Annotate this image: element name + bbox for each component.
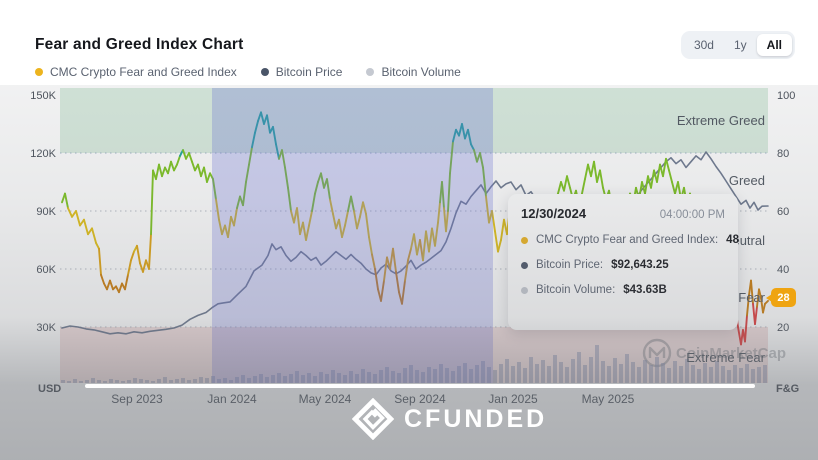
bitcoin-price-dot-icon — [521, 261, 528, 269]
range-1y-button[interactable]: 1y — [724, 34, 757, 56]
tooltip-row-bitcoin-volume: Bitcoin Volume: $43.63B — [521, 284, 725, 296]
fg-index-dot-icon — [521, 236, 528, 244]
current-fg-value-badge: 28 — [766, 288, 796, 307]
bitcoin-volume-dot-icon — [366, 68, 375, 76]
svg-text:May 2024: May 2024 — [299, 392, 352, 406]
tooltip-label: CMC Crypto Fear and Greed Index: — [536, 234, 719, 246]
svg-text:Fear: Fear — [738, 290, 765, 305]
svg-text:USD: USD — [38, 383, 61, 395]
tooltip-row-fg-index: CMC Crypto Fear and Greed Index: 48 — [521, 234, 739, 246]
legend-label: Bitcoin Volume — [381, 65, 461, 79]
bitcoin-price-dot-icon — [260, 68, 269, 76]
svg-text:Sep 2023: Sep 2023 — [111, 392, 163, 406]
tooltip-time: 04:00:00 PM — [659, 209, 725, 221]
tooltip-label: Bitcoin Volume: — [536, 284, 616, 296]
svg-text:100: 100 — [777, 90, 795, 102]
svg-text:90K: 90K — [36, 206, 56, 218]
tooltip-value: 48 — [726, 234, 739, 246]
tooltip-date: 12/30/2024 — [521, 206, 587, 221]
svg-text:150K: 150K — [30, 90, 56, 102]
selection-region[interactable] — [212, 88, 493, 383]
svg-text:Greed: Greed — [729, 173, 765, 188]
svg-text:Jan 2024: Jan 2024 — [207, 392, 257, 406]
tooltip-row-bitcoin-price: Bitcoin Price: $92,643.25 — [521, 259, 725, 271]
legend-item-bitcoin-price[interactable]: Bitcoin Price — [260, 65, 343, 79]
tooltip-value: $92,643.25 — [611, 259, 669, 271]
svg-text:120K: 120K — [30, 148, 56, 160]
range-all-button[interactable]: All — [756, 34, 792, 56]
svg-text:40: 40 — [777, 264, 789, 276]
legend-label: Bitcoin Price — [275, 65, 343, 79]
bitcoin-volume-dot-icon — [521, 286, 528, 294]
svg-text:F&G: F&G — [776, 383, 799, 395]
svg-text:60: 60 — [777, 206, 789, 218]
svg-text:30K: 30K — [36, 322, 56, 334]
legend-item-bitcoin-volume[interactable]: Bitcoin Volume — [366, 65, 461, 79]
chart-horizontal-scrollbar[interactable] — [85, 384, 755, 388]
cfunded-logo-text: CFUNDED — [404, 404, 548, 433]
svg-text:Extreme Fear: Extreme Fear — [686, 350, 765, 365]
cfunded-watermark: CFUNDED — [352, 398, 547, 440]
chart-header: Fear and Greed Index Chart 30d 1y All CM… — [0, 0, 818, 85]
tooltip-label: Bitcoin Price: — [536, 259, 604, 271]
legend-item-fg-index[interactable]: CMC Crypto Fear and Greed Index — [35, 65, 237, 79]
range-30d-button[interactable]: 30d — [684, 34, 724, 56]
svg-text:20: 20 — [777, 322, 789, 334]
fg-index-dot-icon — [35, 68, 43, 76]
tooltip-value: $43.63B — [623, 284, 667, 296]
range-selector: 30d 1y All — [680, 31, 795, 59]
legend: CMC Crypto Fear and Greed Index Bitcoin … — [35, 65, 461, 79]
svg-text:80: 80 — [777, 148, 789, 160]
cfunded-logo-icon — [352, 398, 394, 440]
svg-text:May 2025: May 2025 — [582, 392, 635, 406]
svg-text:60K: 60K — [36, 264, 56, 276]
legend-label: CMC Crypto Fear and Greed Index — [50, 65, 237, 79]
svg-text:Extreme Greed: Extreme Greed — [677, 113, 765, 128]
chart-tooltip: 12/30/2024 04:00:00 PM CMC Crypto Fear a… — [508, 194, 739, 330]
page-title: Fear and Greed Index Chart — [35, 36, 244, 53]
